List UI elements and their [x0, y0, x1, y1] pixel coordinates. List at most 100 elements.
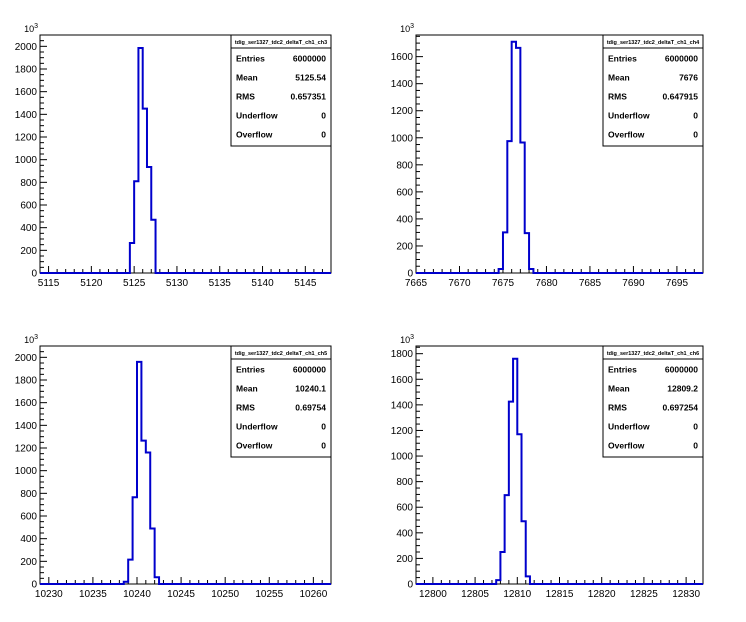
y-tick-label: 0	[407, 269, 413, 280]
stats-value: 0	[693, 441, 698, 451]
x-tick-label: 12815	[546, 589, 574, 600]
x-tick-label: 5130	[166, 278, 189, 289]
y-tick-label: 1200	[391, 426, 414, 437]
stats-value: 6000000	[293, 54, 326, 64]
y-tick-label: 1600	[15, 87, 38, 98]
stats-value: 7676	[679, 73, 698, 83]
x-tick-label: 5120	[80, 278, 103, 289]
y-tick-label: 400	[20, 534, 37, 545]
x-tick-label: 12825	[630, 589, 658, 600]
y-tick-label: 0	[31, 269, 37, 280]
y-tick-label: 400	[396, 214, 413, 225]
y-tick-label: 400	[20, 223, 37, 234]
y-multiplier-base: 10	[24, 335, 34, 345]
stats-label: Overflow	[608, 441, 645, 451]
y-tick-label: 1400	[391, 79, 414, 90]
stats-value: 0.697254	[663, 403, 699, 413]
stats-label: Overflow	[236, 441, 273, 451]
x-tick-label: 12810	[503, 589, 531, 600]
y-tick-label: 1400	[391, 400, 414, 411]
y-tick-label: 0	[31, 580, 37, 591]
stats-label: RMS	[236, 92, 255, 102]
y-tick-label: 1400	[15, 110, 38, 121]
stats-label: Entries	[236, 365, 265, 375]
stats-box: tdig_ser1327_tdc2_deltaT_ch1_ch5 Entries 6…	[230, 345, 332, 458]
stats-box-frame	[230, 345, 332, 458]
stats-label: Underflow	[236, 111, 278, 121]
stats-label: Overflow	[236, 130, 273, 140]
stats-box: tdig_ser1327_tdc2_deltaT_ch1_ch3 Entries 6…	[230, 34, 332, 147]
stats-label: Entries	[236, 54, 265, 64]
stats-value: 0	[321, 441, 326, 451]
histogram-panel-4: 12800 12805 12810 12815 12820 12825 12830 0 200 4…	[391, 334, 704, 600]
histogram-line	[416, 357, 703, 585]
y-tick-label: 1200	[391, 106, 414, 117]
stats-box-frame	[602, 345, 704, 458]
x-tick-label: 12820	[588, 589, 616, 600]
stats-label: Entries	[608, 54, 637, 64]
stats-value: 0.69754	[295, 403, 326, 413]
y-multiplier-power: 3	[34, 334, 38, 341]
stats-box: tdig_ser1327_tdc2_deltaT_ch1_ch4 Entries 6…	[602, 34, 704, 147]
y-tick-label: 1000	[15, 466, 38, 477]
y-axis-multiplier: 103	[24, 334, 38, 345]
stats-value: 0	[321, 111, 326, 121]
y-tick-label: 1400	[15, 421, 38, 432]
stats-label: Mean	[608, 73, 630, 83]
y-multiplier-power: 3	[410, 334, 414, 341]
y-tick-label: 1800	[15, 65, 38, 76]
x-tick-label: 7690	[622, 278, 645, 289]
histogram-panel-1: 5115 5120 5125 5130 5135 5140 5145 0 200 400 600 80…	[15, 23, 332, 289]
y-tick-label: 2000	[15, 353, 38, 364]
y-tick-label: 1200	[15, 133, 38, 144]
stats-label: Overflow	[608, 130, 645, 140]
y-multiplier-power: 3	[410, 23, 414, 30]
stats-box-title: tdig_ser1327_tdc2_deltaT_ch1_ch3	[235, 40, 327, 46]
x-tick-label: 7665	[405, 278, 428, 289]
y-tick-label: 200	[20, 246, 37, 257]
histogram-line	[416, 40, 703, 274]
stats-label: Underflow	[608, 111, 650, 121]
x-tick-label: 10250	[211, 589, 239, 600]
stats-value: 0	[321, 130, 326, 140]
stats-value: 10240.1	[295, 384, 326, 394]
y-tick-label: 1600	[391, 375, 414, 386]
stats-value: 12809.2	[667, 384, 698, 394]
histogram-bin	[141, 441, 145, 584]
stats-value: 0	[693, 130, 698, 140]
stats-label: Underflow	[236, 422, 278, 432]
y-tick-label: 1600	[15, 398, 38, 409]
stats-box-frame	[230, 34, 332, 147]
y-tick-label: 1800	[15, 376, 38, 387]
y-multiplier-power: 3	[34, 23, 38, 30]
x-tick-label: 7685	[579, 278, 602, 289]
stats-label: RMS	[608, 403, 627, 413]
x-tick-label: 5145	[294, 278, 317, 289]
x-tick-label: 12805	[461, 589, 489, 600]
stats-value: 0.647915	[663, 92, 699, 102]
y-tick-label: 0	[407, 580, 413, 591]
y-tick-label: 800	[20, 489, 37, 500]
y-tick-label: 800	[396, 477, 413, 488]
x-tick-label: 12830	[672, 589, 700, 600]
y-tick-label: 600	[396, 187, 413, 198]
stats-label: RMS	[236, 403, 255, 413]
stats-value: 0	[693, 422, 698, 432]
y-tick-label: 2000	[15, 42, 38, 53]
y-tick-label: 600	[20, 512, 37, 523]
x-tick-label: 5115	[38, 278, 60, 289]
x-tick-label: 10255	[255, 589, 283, 600]
x-tick-label: 10240	[123, 589, 151, 600]
y-tick-label: 1000	[391, 133, 414, 144]
x-tick-label: 7675	[492, 278, 515, 289]
y-tick-label: 1200	[15, 444, 38, 455]
y-tick-label: 200	[20, 557, 37, 568]
y-tick-label: 600	[20, 201, 37, 212]
x-tick-label: 12800	[419, 589, 447, 600]
x-tick-label: 7680	[535, 278, 558, 289]
stats-value: 6000000	[665, 54, 698, 64]
y-multiplier-base: 10	[400, 335, 410, 345]
stats-value: 0	[693, 111, 698, 121]
y-tick-label: 1800	[391, 349, 414, 360]
